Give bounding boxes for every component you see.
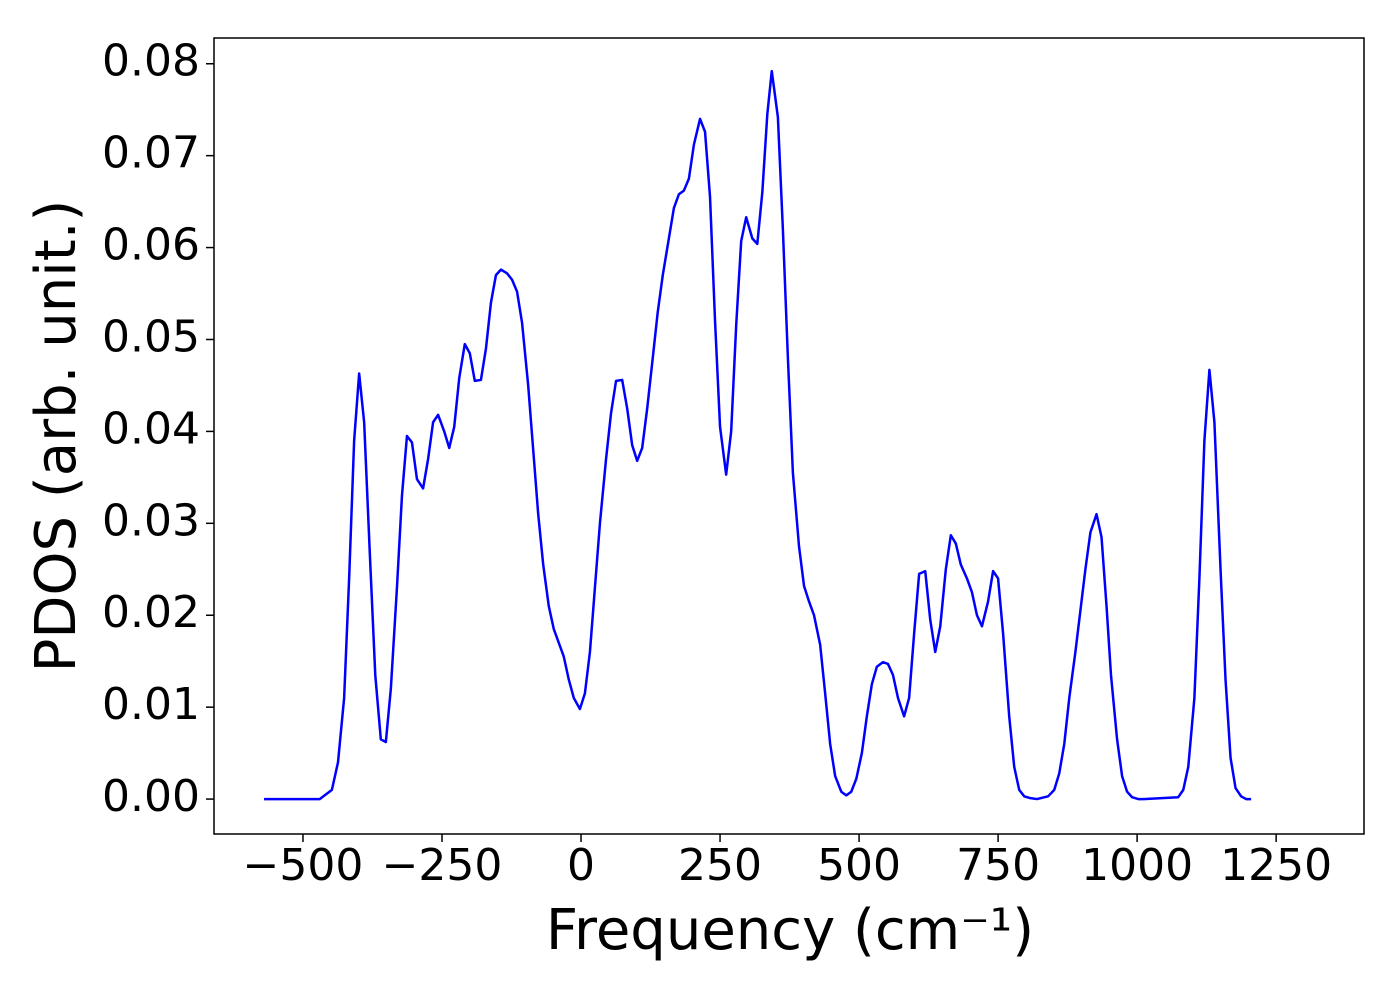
- x-tick-label: 750: [956, 840, 1040, 891]
- x-tick-label: 250: [678, 840, 762, 891]
- y-tick-label: 0.05: [102, 311, 200, 362]
- y-tick-label: 0.02: [102, 587, 200, 638]
- x-axis-label: Frequency (cm⁻¹): [546, 898, 1034, 963]
- x-tick-label: −250: [382, 840, 503, 891]
- x-tick-label: 1250: [1220, 840, 1332, 891]
- x-tick-label: 1000: [1081, 840, 1193, 891]
- x-tick-label: 0: [567, 840, 595, 891]
- x-tick-label: 500: [817, 840, 901, 891]
- y-tick-label: 0.03: [102, 495, 200, 546]
- y-tick-label: 0.00: [102, 771, 200, 822]
- data-line: [264, 69, 1252, 801]
- plot-frame: [213, 37, 1365, 835]
- y-tick-label: 0.04: [102, 403, 200, 454]
- y-axis-label: PDOS (arb. unit.): [24, 200, 89, 673]
- y-tick-label: 0.01: [102, 679, 200, 730]
- y-tick-label: 0.06: [102, 220, 200, 271]
- x-tick-label: −500: [243, 840, 364, 891]
- y-tick-label: 0.08: [102, 36, 200, 87]
- y-tick-label: 0.07: [102, 128, 200, 179]
